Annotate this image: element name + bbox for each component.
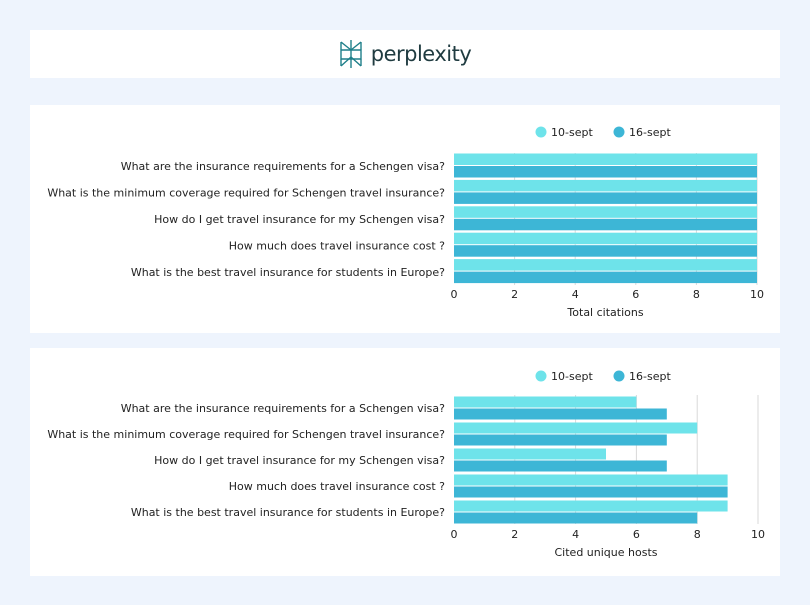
- category-label: How much does travel insurance cost ?: [229, 239, 445, 252]
- bar: [454, 500, 728, 512]
- category-label: What is the best travel insurance for st…: [131, 506, 445, 519]
- bar: [454, 434, 667, 446]
- legend-label: 10-sept: [551, 126, 593, 139]
- chart-total-citations: 10-sept 16-sept What are the insurance req…: [30, 105, 780, 333]
- perplexity-logo-icon: [340, 40, 362, 68]
- x-tick-label: 6: [633, 528, 640, 541]
- legend-marker: [535, 126, 547, 138]
- x-tick-label: 0: [451, 528, 458, 541]
- bar: [454, 179, 757, 192]
- x-tick-label: 4: [572, 528, 579, 541]
- perplexity-logo[interactable]: perplexity: [339, 39, 472, 69]
- x-tick-label: 2: [511, 528, 518, 541]
- x-axis-label: Total citations: [566, 306, 643, 319]
- category-label: What is the minimum coverage required fo…: [47, 428, 445, 441]
- bar: [454, 206, 757, 218]
- chart-total-citations-svg: 10-sept 16-sept What are the insurance req…: [47, 126, 764, 319]
- chart-cited-unique-hosts-svg: 10-sept 16-sept What are the insurance req…: [47, 370, 765, 559]
- category-label: What are the insurance requirements for …: [121, 402, 445, 415]
- header-banner: perplexity: [30, 30, 780, 78]
- legend-marker: [535, 370, 547, 382]
- x-tick-label: 6: [632, 288, 639, 301]
- bar: [454, 271, 757, 284]
- bar: [454, 460, 667, 472]
- bar: [454, 192, 757, 204]
- bar: [454, 166, 757, 178]
- bar: [454, 448, 606, 460]
- bar: [454, 422, 698, 434]
- legend-marker: [613, 126, 625, 138]
- category-label: How do I get travel insurance for my Sch…: [154, 213, 445, 226]
- bar: [454, 153, 757, 165]
- legend-label: 16-sept: [629, 370, 671, 383]
- bar: [454, 474, 728, 486]
- category-label: What is the best travel insurance for st…: [131, 266, 445, 279]
- category-label: How do I get travel insurance for my Sch…: [154, 454, 445, 467]
- legend-label: 16-sept: [629, 126, 671, 139]
- category-label: What are the insurance requirements for …: [121, 160, 445, 173]
- category-label: How much does travel insurance cost ?: [229, 480, 445, 493]
- x-tick-label: 8: [694, 528, 701, 541]
- bar: [454, 512, 698, 524]
- legend-marker: [613, 370, 625, 382]
- bar: [454, 486, 728, 498]
- x-axis-label: Cited unique hosts: [555, 546, 658, 559]
- chart-cited-unique-hosts: 10-sept 16-sept What are the insurance req…: [30, 348, 780, 576]
- x-tick-label: 10: [750, 288, 764, 301]
- x-tick-label: 0: [451, 288, 458, 301]
- category-label: What is the minimum coverage required fo…: [47, 187, 445, 200]
- x-tick-label: 10: [751, 528, 765, 541]
- bar: [454, 396, 637, 408]
- bar: [454, 218, 757, 231]
- bar: [454, 245, 757, 257]
- logo-text: perplexity: [370, 42, 472, 66]
- x-tick-label: 2: [511, 288, 518, 301]
- bar: [454, 408, 667, 420]
- x-tick-label: 4: [572, 288, 579, 301]
- x-tick-label: 8: [693, 288, 700, 301]
- bar: [454, 259, 757, 271]
- legend-label: 10-sept: [551, 370, 593, 383]
- bar: [454, 232, 757, 245]
